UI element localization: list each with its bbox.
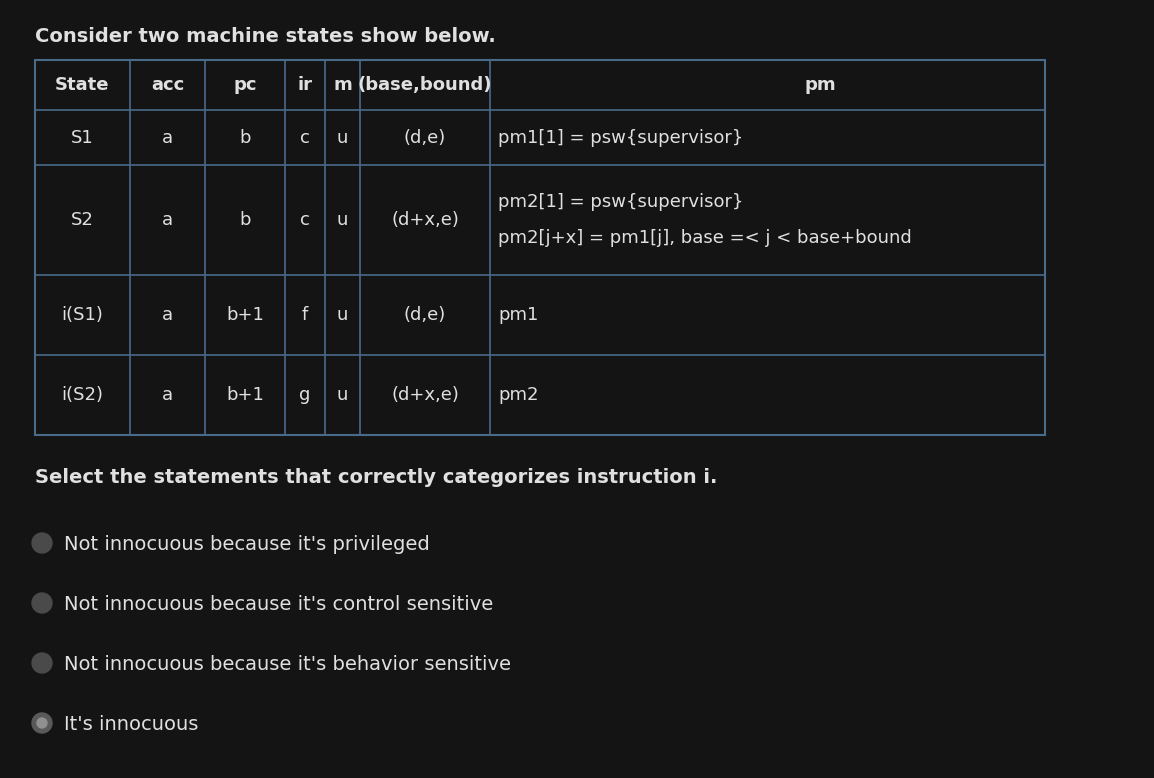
Text: S2: S2 bbox=[72, 211, 93, 229]
Text: acc: acc bbox=[151, 76, 185, 94]
Text: (base,bound): (base,bound) bbox=[358, 76, 493, 94]
Text: u: u bbox=[337, 211, 349, 229]
Text: pm2[j+x] = pm1[j], base =< j < base+bound: pm2[j+x] = pm1[j], base =< j < base+boun… bbox=[499, 229, 912, 247]
Circle shape bbox=[32, 533, 52, 553]
Text: pc: pc bbox=[233, 76, 256, 94]
Text: It's innocuous: It's innocuous bbox=[63, 715, 198, 734]
Text: S1: S1 bbox=[72, 128, 93, 146]
Circle shape bbox=[37, 718, 47, 728]
Text: pm: pm bbox=[804, 76, 835, 94]
Text: f: f bbox=[302, 306, 308, 324]
Text: ir: ir bbox=[298, 76, 313, 94]
Text: (d+x,e): (d+x,e) bbox=[391, 211, 459, 229]
Circle shape bbox=[32, 653, 52, 673]
Text: m: m bbox=[334, 76, 352, 94]
Circle shape bbox=[32, 713, 52, 733]
Text: a: a bbox=[162, 211, 173, 229]
Text: Consider two machine states show below.: Consider two machine states show below. bbox=[35, 27, 496, 46]
Text: pm2[1] = psw{supervisor}: pm2[1] = psw{supervisor} bbox=[499, 193, 743, 211]
Text: i(S2): i(S2) bbox=[61, 386, 104, 404]
Text: a: a bbox=[162, 386, 173, 404]
Text: Select the statements that correctly categorizes instruction i.: Select the statements that correctly cat… bbox=[35, 468, 718, 487]
Text: u: u bbox=[337, 128, 349, 146]
Text: u: u bbox=[337, 386, 349, 404]
Text: b: b bbox=[239, 128, 250, 146]
Text: c: c bbox=[300, 211, 310, 229]
Text: b+1: b+1 bbox=[226, 306, 264, 324]
Text: i(S1): i(S1) bbox=[61, 306, 104, 324]
Text: b: b bbox=[239, 211, 250, 229]
Text: Not innocuous because it's privileged: Not innocuous because it's privileged bbox=[63, 535, 429, 554]
Text: Not innocuous because it's behavior sensitive: Not innocuous because it's behavior sens… bbox=[63, 655, 511, 674]
Text: (d+x,e): (d+x,e) bbox=[391, 386, 459, 404]
Text: a: a bbox=[162, 128, 173, 146]
Bar bbox=[35, 60, 1046, 435]
Text: a: a bbox=[162, 306, 173, 324]
Circle shape bbox=[32, 593, 52, 613]
Text: pm2: pm2 bbox=[499, 386, 539, 404]
Text: (d,e): (d,e) bbox=[404, 128, 447, 146]
Text: pm1[1] = psw{supervisor}: pm1[1] = psw{supervisor} bbox=[499, 128, 743, 146]
Text: g: g bbox=[299, 386, 310, 404]
Text: Not innocuous because it's control sensitive: Not innocuous because it's control sensi… bbox=[63, 595, 493, 614]
Text: b+1: b+1 bbox=[226, 386, 264, 404]
Text: State: State bbox=[55, 76, 110, 94]
Text: (d,e): (d,e) bbox=[404, 306, 447, 324]
Text: pm1: pm1 bbox=[499, 306, 539, 324]
Text: u: u bbox=[337, 306, 349, 324]
Text: c: c bbox=[300, 128, 310, 146]
